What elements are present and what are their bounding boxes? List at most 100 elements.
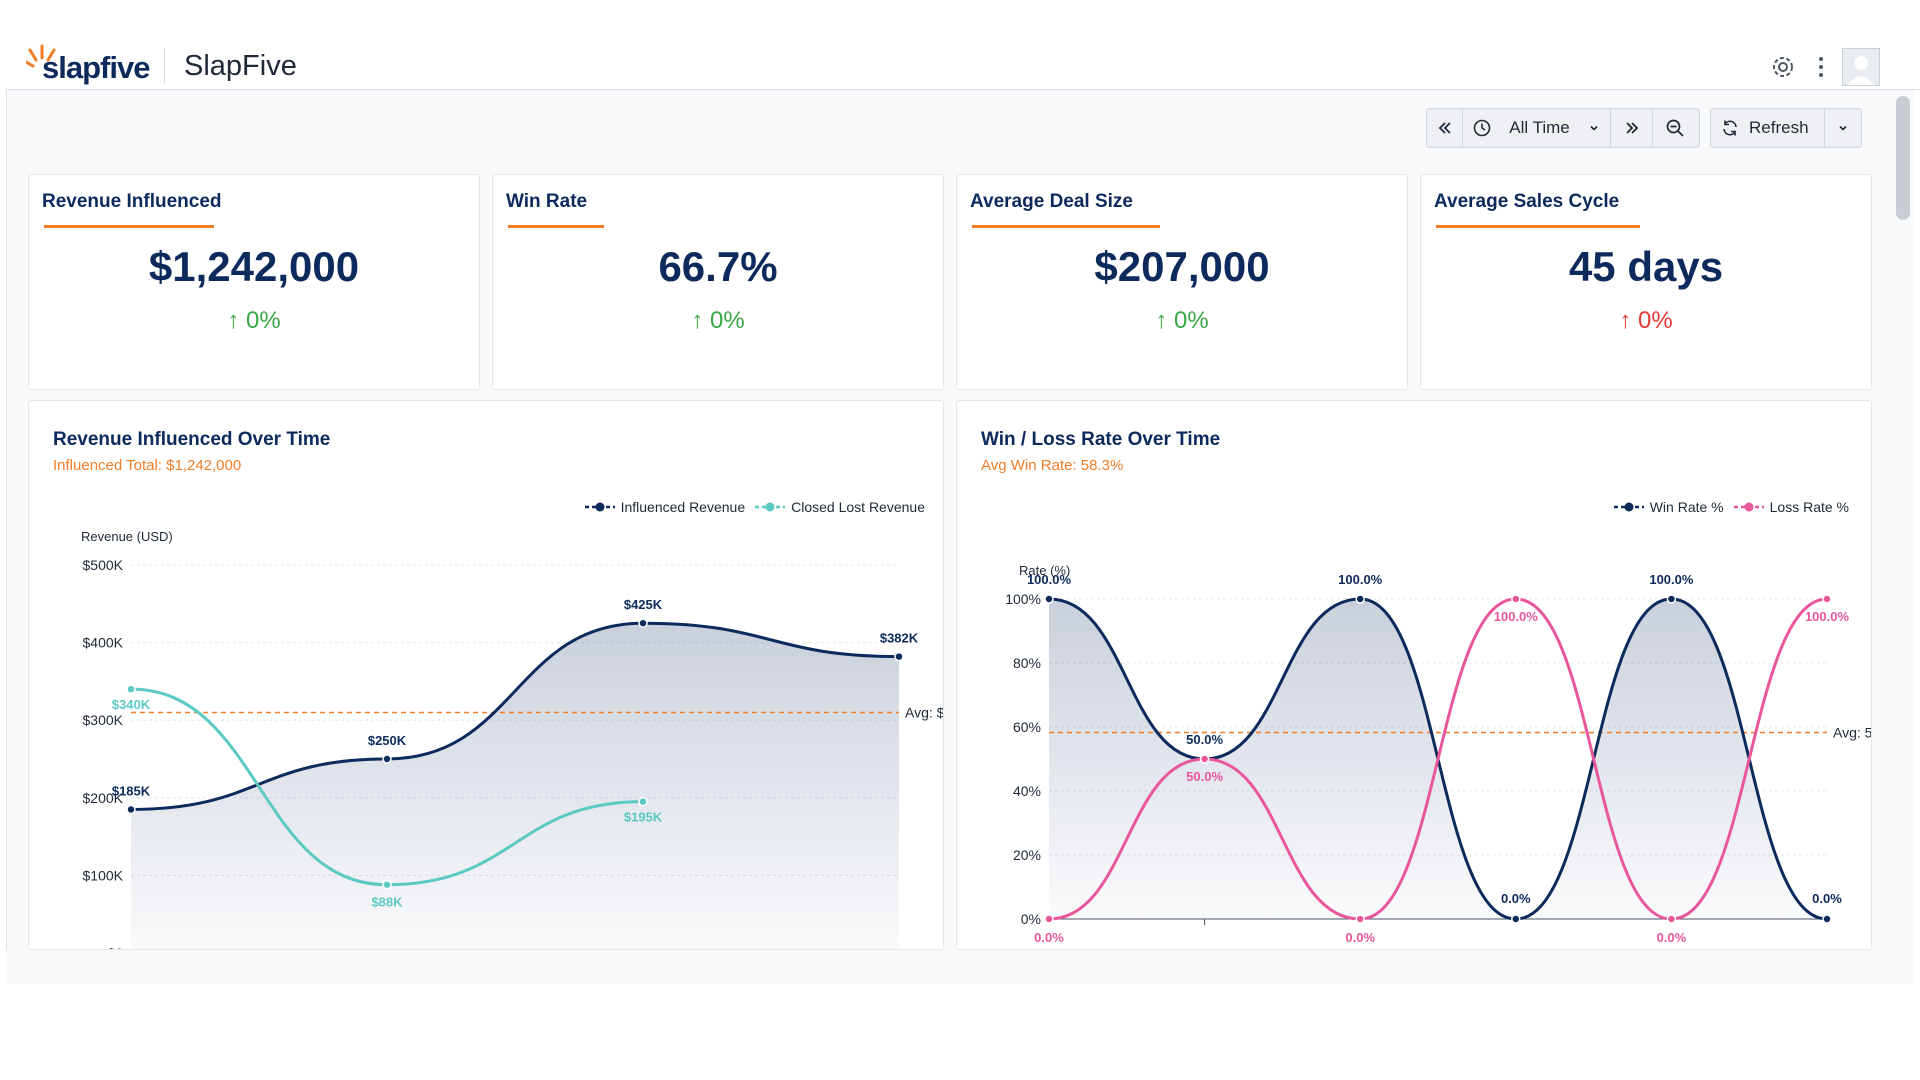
legend-swatch xyxy=(584,502,615,512)
kpi-card-revenue-influenced: Revenue Influenced $1,242,000 ↑ 0% xyxy=(28,174,480,390)
data-label: $382K xyxy=(880,631,919,646)
kpi-title: Win Rate xyxy=(506,191,588,212)
y-tick-label: 80% xyxy=(1013,655,1041,671)
y-tick-label: 20% xyxy=(1013,847,1041,863)
data-point[interactable] xyxy=(1355,594,1365,604)
y-tick-label: 60% xyxy=(1013,719,1041,735)
refresh-options-button[interactable] xyxy=(1825,109,1861,147)
refresh-button[interactable]: Refresh xyxy=(1711,109,1825,147)
kpi-change-value: 0% xyxy=(709,307,745,334)
y-tick-label: $0 xyxy=(107,945,123,950)
data-point[interactable] xyxy=(638,796,648,807)
data-point[interactable] xyxy=(382,754,392,764)
win-loss-chart-plot: Rate (%) 100% 80% 60% 40% 20% 0% Avg: 5 100.0% 50… xyxy=(1005,563,1871,945)
arrow-up-icon: ↑ xyxy=(227,307,240,334)
refresh-toolbar: Refresh xyxy=(1710,108,1862,148)
data-point[interactable] xyxy=(1199,754,1210,764)
data-label: $88K xyxy=(371,895,403,910)
data-point[interactable] xyxy=(1044,914,1054,924)
data-point[interactable] xyxy=(1044,594,1054,604)
legend-item[interactable]: Loss Rate % xyxy=(1733,499,1849,515)
series-line-1 xyxy=(130,687,644,887)
y-tick-label: 40% xyxy=(1013,783,1041,799)
data-point[interactable] xyxy=(1666,914,1677,924)
data-point[interactable] xyxy=(1511,914,1521,924)
legend-item[interactable]: Influenced Revenue xyxy=(584,499,746,515)
legend-label: Influenced Revenue xyxy=(620,499,746,515)
y-tick-label: $300K xyxy=(83,712,124,728)
chart-subtitle: Avg Win Rate: 58.3% xyxy=(981,457,1124,474)
kpi-change: ↑ 0% xyxy=(29,307,479,335)
legend-swatch xyxy=(1613,502,1644,512)
kpi-card-average-sales-cycle: Average Sales Cycle 45 days ↑ 0% xyxy=(1420,174,1872,390)
data-point[interactable] xyxy=(1666,594,1677,604)
kpi-value: $207,000 xyxy=(1094,243,1270,290)
kpi-title-underline xyxy=(1436,225,1640,228)
data-point[interactable] xyxy=(1355,914,1365,924)
data-label: 0.0% xyxy=(1812,891,1842,906)
gear-icon[interactable] xyxy=(1770,54,1796,80)
legend-label: Closed Lost Revenue xyxy=(791,499,925,515)
chart-legend: Influenced Revenue Closed Lost Revenue xyxy=(575,499,925,515)
refresh-label: Refresh xyxy=(1749,118,1809,137)
data-label: 50.0% xyxy=(1186,769,1223,784)
legend-swatch xyxy=(755,502,786,512)
kpi-change: ↑ 0% xyxy=(493,307,943,335)
data-point[interactable] xyxy=(1511,594,1521,604)
y-axis-label: Rate (%) xyxy=(1019,563,1070,578)
previous-period-button[interactable] xyxy=(1427,109,1463,147)
vertical-scrollbar[interactable] xyxy=(1896,96,1910,220)
kpi-value: 45 days xyxy=(1568,243,1724,290)
data-label: 0.0% xyxy=(1034,930,1064,945)
data-label: $185K xyxy=(112,783,151,798)
chart-title: Win / Loss Rate Over Time xyxy=(981,429,1221,450)
data-point[interactable] xyxy=(638,618,648,628)
logo-wordmark[interactable]: slapfive xyxy=(42,50,150,85)
y-axis-label: Revenue (USD) xyxy=(81,529,173,544)
data-label: $195K xyxy=(624,810,663,825)
legend-swatch xyxy=(1733,502,1764,512)
time-range-toolbar: All Time xyxy=(1426,108,1700,148)
revenue-chart-plot: Revenue (USD) $500K $400K $300K $200K $100K $0… xyxy=(81,529,944,950)
chart-card-revenue-over-time: Revenue Influenced Over Time Influenced … xyxy=(28,400,944,950)
chart-title: Revenue Influenced Over Time xyxy=(53,429,331,450)
data-label: 0.0% xyxy=(1345,930,1375,945)
kpi-title-underline xyxy=(972,225,1160,228)
kpi-title: Average Deal Size xyxy=(970,191,1133,212)
time-range-select[interactable]: All Time xyxy=(1463,109,1611,147)
arrow-up-icon: ↑ xyxy=(691,307,704,334)
kpi-change-value: 0% xyxy=(1637,307,1673,334)
more-vertical-icon[interactable] xyxy=(1808,54,1834,80)
chevrons-right-icon xyxy=(1625,122,1638,134)
data-point[interactable] xyxy=(1822,914,1832,924)
kpi-change: ↑ 0% xyxy=(957,307,1407,335)
data-point[interactable] xyxy=(894,651,904,662)
zoom-out-button[interactable] xyxy=(1653,109,1697,147)
kpi-change: ↑ 0% xyxy=(1421,307,1871,335)
kpi-title: Average Sales Cycle xyxy=(1434,191,1620,212)
average-line-label: Avg: $ xyxy=(905,704,944,720)
chart-subtitle: Influenced Total: $1,242,000 xyxy=(53,457,242,474)
kpi-card-win-rate: Win Rate 66.7% ↑ 0% xyxy=(492,174,944,390)
y-tick-label: $200K xyxy=(83,790,124,806)
user-avatar-icon[interactable] xyxy=(1842,48,1880,86)
y-tick-label: $400K xyxy=(83,635,124,651)
header-divider xyxy=(164,48,165,84)
data-point[interactable] xyxy=(126,684,136,694)
data-label: 100.0% xyxy=(1494,609,1539,624)
data-label: 100.0% xyxy=(1805,609,1850,624)
legend-label: Win Rate % xyxy=(1649,499,1724,515)
next-period-button[interactable] xyxy=(1611,109,1653,147)
legend-item[interactable]: Win Rate % xyxy=(1613,499,1724,515)
legend-item[interactable]: Closed Lost Revenue xyxy=(755,499,925,515)
series-line-0 xyxy=(130,621,900,811)
data-point[interactable] xyxy=(126,804,136,815)
data-label: 100.0% xyxy=(1027,572,1072,587)
data-point[interactable] xyxy=(1822,594,1832,604)
y-tick-label: 100% xyxy=(1005,591,1041,607)
series-area-0 xyxy=(131,623,899,949)
data-label: $340K xyxy=(112,697,151,712)
chevron-down-icon xyxy=(1839,125,1847,131)
data-label: $250K xyxy=(368,733,407,748)
data-point[interactable] xyxy=(382,879,392,890)
